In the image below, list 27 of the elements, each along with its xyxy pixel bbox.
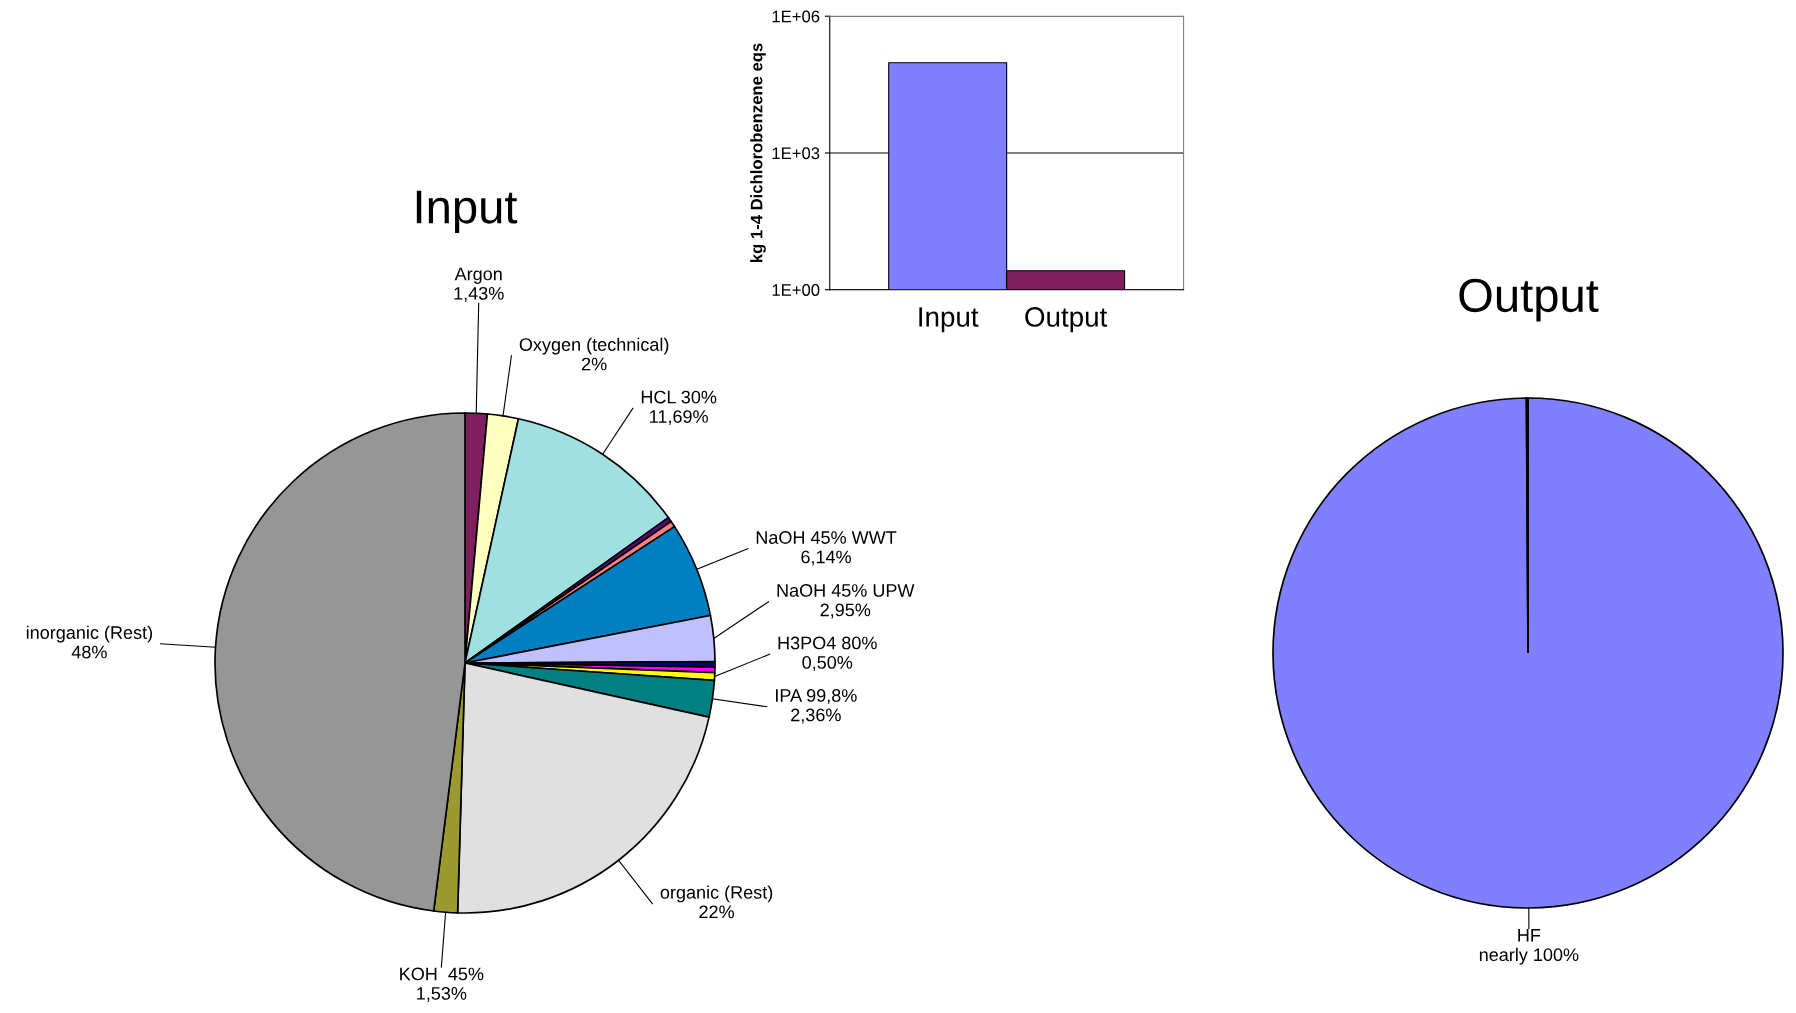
- slice-label: HCL 30%: [641, 390, 717, 404]
- data-label: 6,14%: [801, 550, 851, 566]
- slice-label: Argon: [454, 267, 502, 284]
- slice-label: NaOH 45% WWT: [756, 531, 897, 544]
- slice-label: organic (Rest): [660, 885, 773, 903]
- slice-label: Oxygen (technical): [519, 337, 669, 355]
- data-label: 2,36%: [791, 708, 841, 724]
- data-label: 48%: [71, 645, 107, 659]
- slice-label: H3PO4 80%: [778, 636, 877, 650]
- slice-label: IPA 99,8%: [776, 689, 857, 704]
- data-label: 11,69%: [650, 410, 708, 426]
- data-label: nearly 100%: [1479, 947, 1579, 965]
- y-tick-label: 1E+03: [772, 147, 820, 160]
- chart-title: Input: [416, 190, 518, 233]
- y-tick-label: 1E+06: [772, 10, 820, 23]
- data-label: 22%: [699, 905, 735, 919]
- data-label: 1,53%: [417, 987, 467, 1002]
- data-label: 2%: [582, 357, 607, 371]
- slice-label: NaOH 45% UPW: [777, 584, 915, 597]
- data-label: 2,95%: [820, 603, 871, 619]
- slice-label: HF: [1518, 929, 1541, 942]
- data-label: 0,50%: [802, 656, 853, 671]
- slice-label: KOH 45%: [400, 967, 484, 981]
- slice-label: inorganic (Rest): [26, 625, 152, 643]
- y-axis-title: kg 1-4 Dichlorobenzene eqs: [750, 43, 766, 262]
- y-tick-label: 1E+00: [772, 284, 820, 296]
- data-label: 1,43%: [454, 286, 504, 302]
